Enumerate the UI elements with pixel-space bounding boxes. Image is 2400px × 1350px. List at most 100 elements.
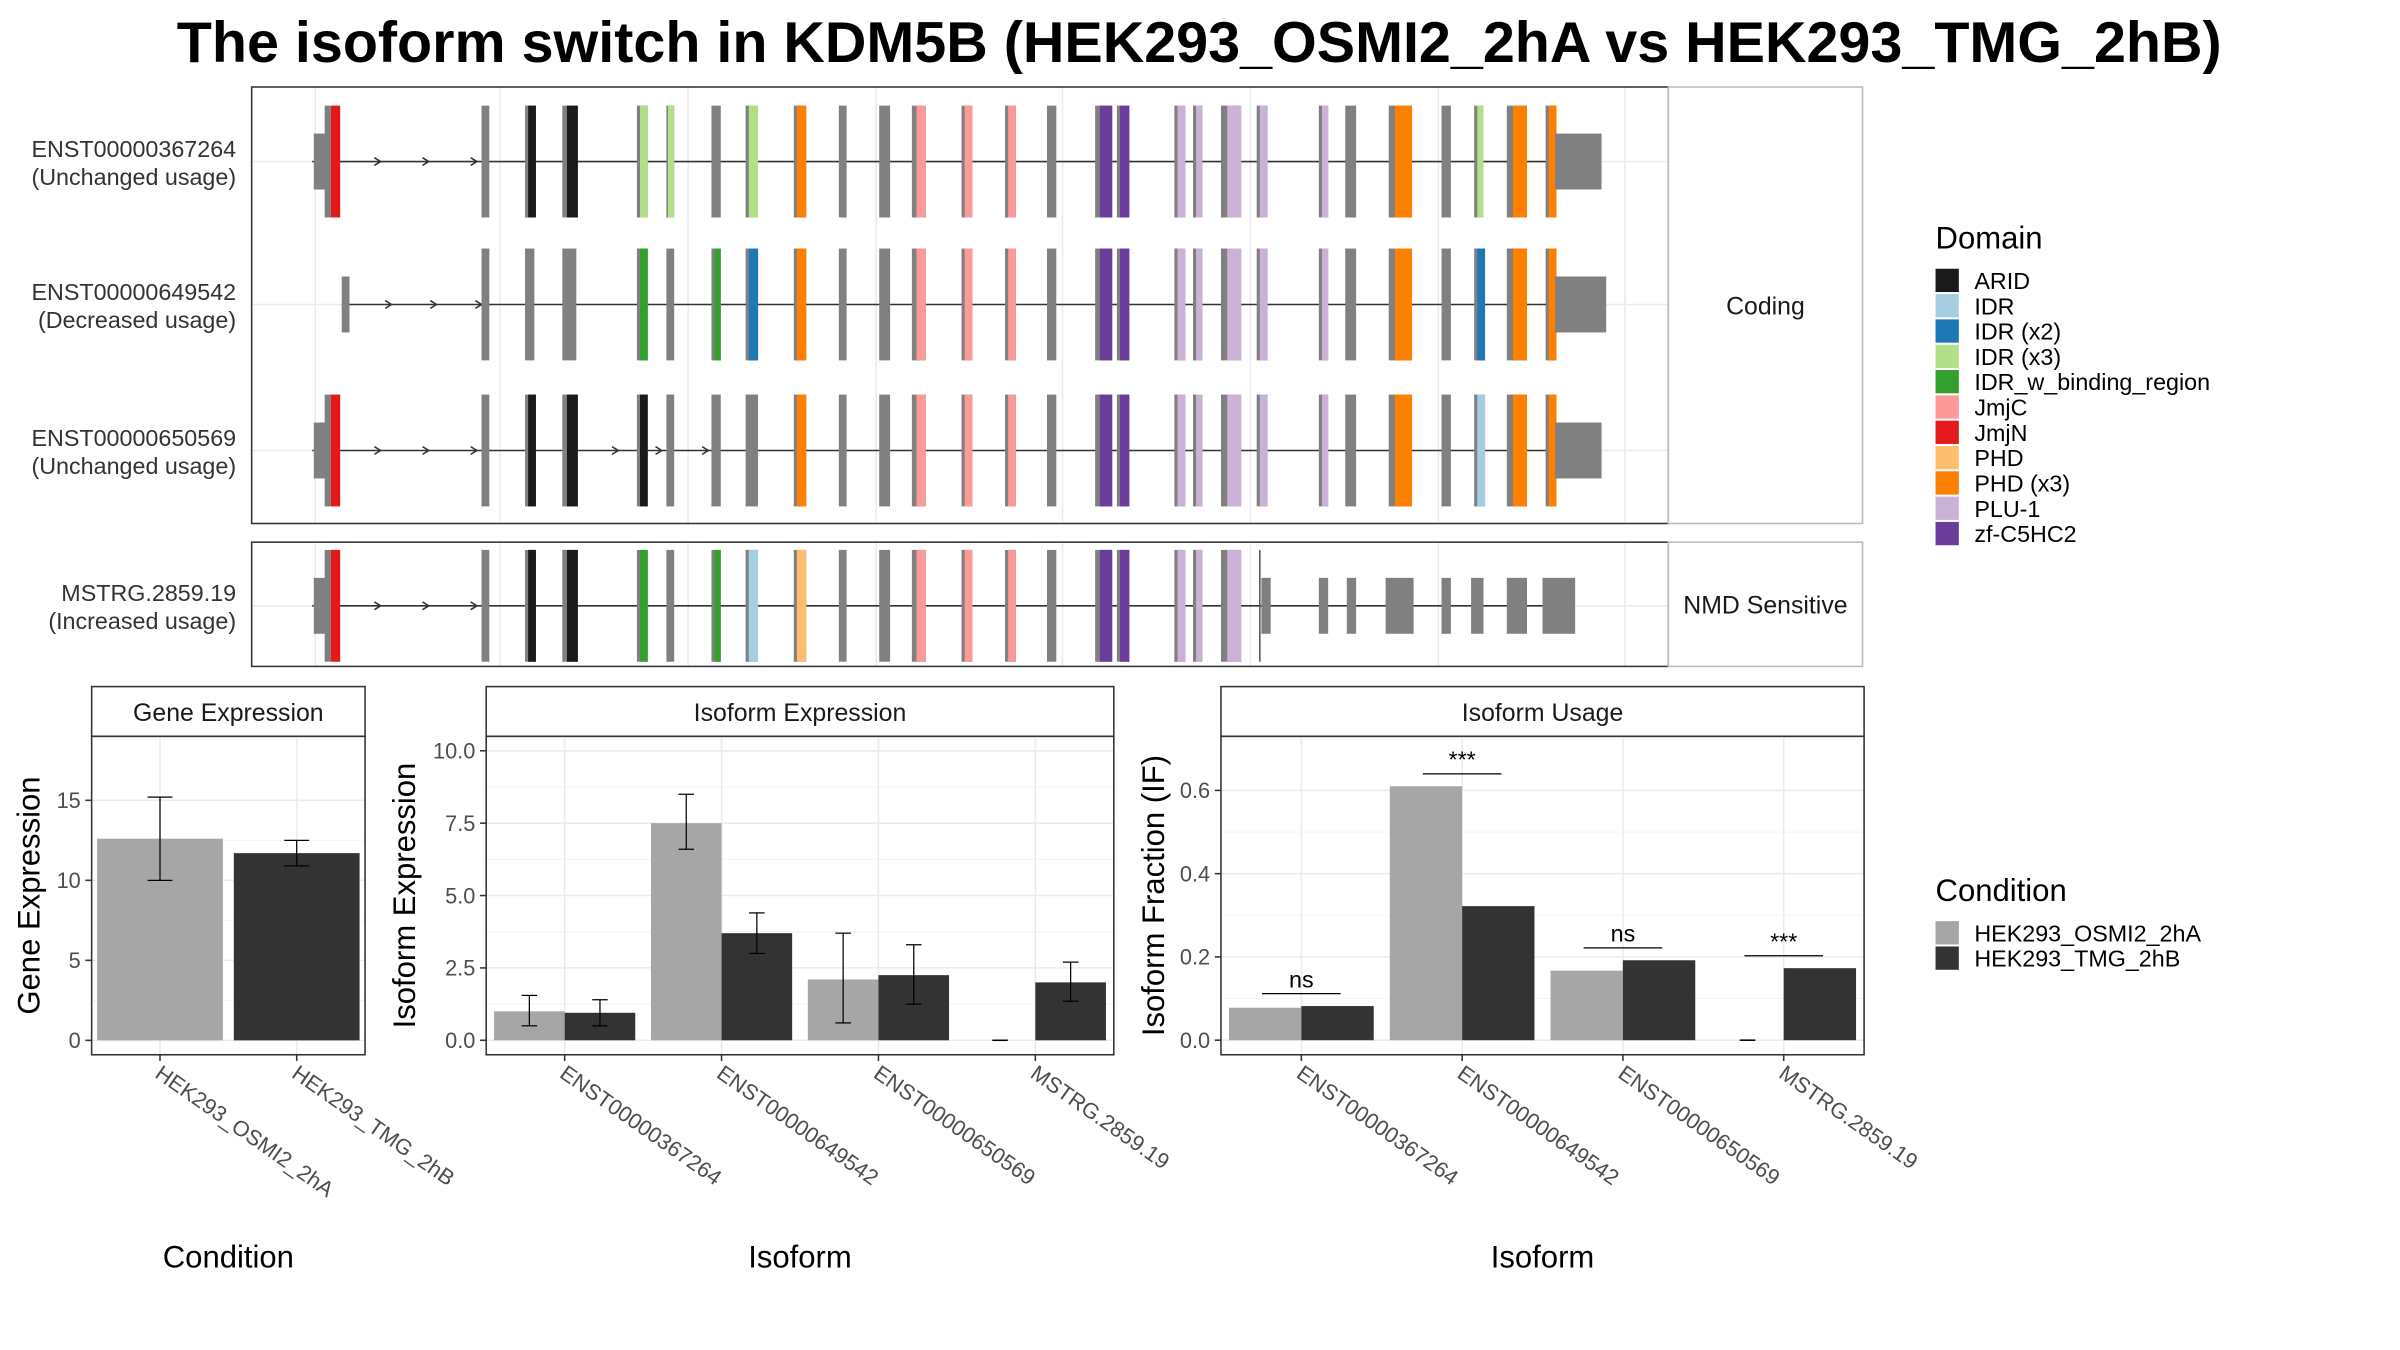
intron-direction-arrow (373, 445, 383, 456)
bar (1622, 960, 1696, 1041)
x-tick-label: MSTRG.2859.19 (1775, 1060, 1923, 1174)
utr-exon (1441, 577, 1451, 634)
condition-legend-title: Condition (1936, 873, 2067, 908)
figure-title: The isoform switch in KDM5B (HEK293_OSMI… (177, 11, 2222, 75)
bar (1783, 968, 1857, 1041)
y-tick-label: 10.0 (433, 739, 475, 764)
domain-region (916, 549, 926, 662)
domain-region (1477, 248, 1486, 361)
domain-region (1008, 394, 1016, 507)
utr-exon (1261, 577, 1271, 634)
structure-strip-box (1667, 541, 1864, 668)
y-tick-label: 0.0 (445, 1028, 475, 1053)
domain-region (1099, 105, 1113, 218)
domain-legend-key (1935, 521, 1959, 546)
chart-frame (1220, 735, 1865, 1056)
domain-region (1177, 105, 1186, 218)
exon (1441, 394, 1451, 507)
domain-legend-label: IDR (x2) (1974, 319, 2061, 345)
x-tick-label: ENST00000649542 (712, 1060, 883, 1190)
exon (324, 105, 331, 218)
x-tick-label: MSTRG.2859.19 (1026, 1060, 1174, 1174)
x-axis-title: Isoform (1491, 1240, 1595, 1275)
y-tick-label: 5.0 (445, 883, 475, 908)
isoform-id-label: ENST00000650569 (31, 425, 236, 451)
exon (879, 248, 891, 361)
exon (879, 549, 891, 662)
exon (711, 105, 721, 218)
y-axis-title: Gene Expression (11, 776, 46, 1014)
domain-region (1394, 105, 1413, 218)
intron-direction-arrow (422, 445, 431, 456)
utr-exon (1506, 577, 1527, 634)
utr-exon (341, 276, 350, 333)
domain-legend-label: PHD (1974, 445, 2023, 471)
domain-region (1513, 394, 1527, 507)
bar (233, 853, 360, 1041)
exon (1046, 549, 1057, 662)
y-axis-title: Isoform Fraction (IF) (1136, 755, 1171, 1036)
domain-region (1513, 105, 1527, 218)
utr-exon (313, 577, 327, 634)
utr-exon (1471, 577, 1484, 634)
isoform-id-label: ENST00000367264 (31, 136, 236, 162)
utr-exon (1385, 577, 1414, 634)
domain-region (1196, 549, 1203, 662)
chart-strip (485, 685, 1115, 738)
intron-direction-arrow (611, 445, 620, 456)
y-tick-label: 0.6 (1180, 778, 1210, 803)
domain-legend-key (1935, 445, 1959, 470)
intron-direction-arrow (422, 601, 431, 611)
utr-exon (1554, 276, 1607, 333)
domain-region (528, 549, 536, 662)
bar (650, 823, 722, 1041)
exon (481, 248, 490, 361)
domain-region (667, 105, 675, 218)
x-tick-label: ENST00000367264 (1292, 1060, 1463, 1190)
domain-region (528, 394, 536, 507)
isoform-id-label: MSTRG.2859.19 (61, 580, 236, 606)
domain-legend-label: zf-C5HC2 (1974, 521, 2076, 547)
exon (745, 394, 759, 507)
exon (1345, 394, 1357, 507)
y-tick-label: 0.2 (1180, 945, 1210, 970)
exon (1046, 105, 1057, 218)
intron-direction-arrow (470, 445, 479, 456)
domain-region (1177, 549, 1186, 662)
domain-region (1394, 394, 1413, 507)
intron-direction-arrow (470, 157, 479, 167)
exon (879, 105, 891, 218)
domain-region (1548, 105, 1557, 218)
exon (666, 394, 675, 507)
domain-region (1196, 394, 1203, 507)
domain-region (1196, 248, 1203, 361)
y-tick-label: 7.5 (445, 811, 475, 836)
utr-exon (1542, 577, 1576, 634)
domain-legend-key (1935, 370, 1959, 394)
bar (1550, 970, 1623, 1041)
significance-label: *** (1770, 929, 1797, 955)
domain-legend-label: IDR (1974, 293, 2014, 319)
condition-legend-key (1935, 921, 1959, 945)
y-tick-label: 15 (57, 788, 81, 813)
domain-legend-label: ARID (1974, 268, 2030, 294)
domain-region (1477, 394, 1486, 507)
exon (1046, 248, 1057, 361)
group-strip-label: NMD Sensitive (1683, 593, 1847, 620)
domain-jmjn-exon (330, 394, 341, 507)
x-tick-label: ENST00000650569 (1614, 1060, 1785, 1190)
domain-region (1227, 549, 1242, 662)
domain-region (1120, 105, 1130, 218)
exon (1345, 105, 1357, 218)
domain-region (796, 549, 807, 662)
domain-region (916, 394, 926, 507)
domain-jmjn-exon (330, 105, 341, 218)
intron-direction-arrow (373, 157, 383, 167)
bar (1389, 786, 1463, 1041)
domain-region (1227, 248, 1242, 361)
utr-exon (1554, 422, 1602, 479)
expression-charts: Gene Expression051015HEK293_OSMI2_2hAHEK… (11, 685, 1923, 1275)
domain-region (1177, 248, 1186, 361)
